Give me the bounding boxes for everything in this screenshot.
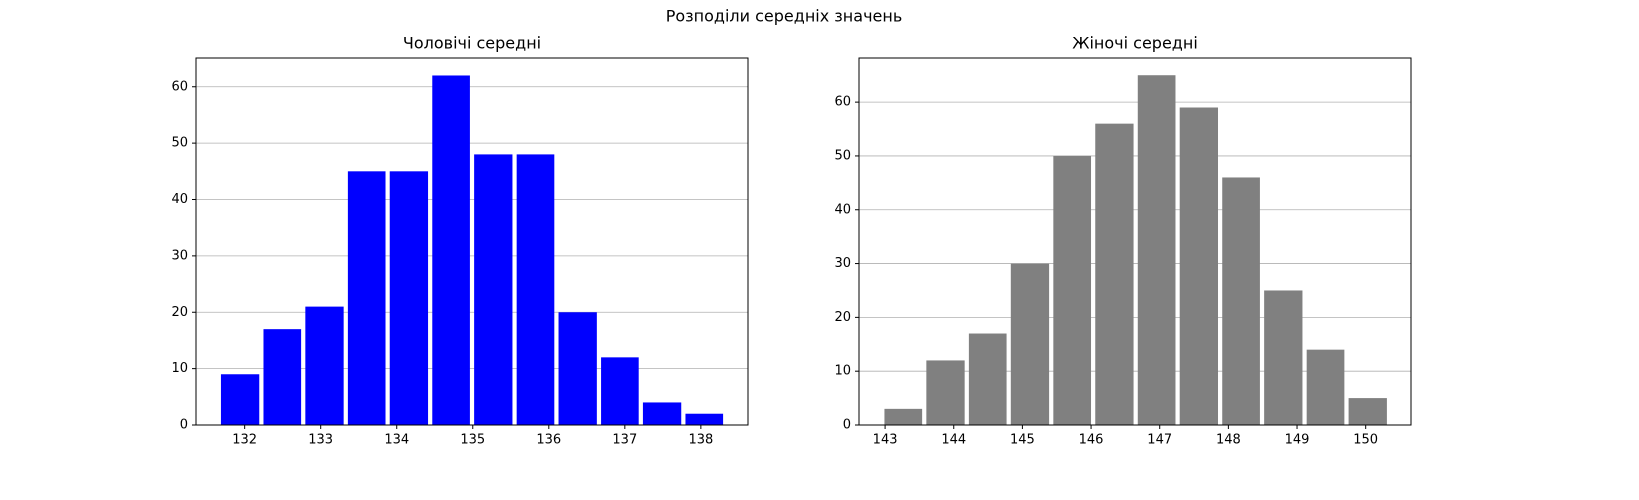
- bar: [884, 408, 923, 425]
- x-tick-label: 147: [1147, 433, 1172, 448]
- axes-frame: [858, 57, 1412, 426]
- axes-frame: [195, 57, 749, 426]
- x-tick-label: 145: [1010, 433, 1035, 448]
- x-tick-label: 135: [460, 433, 485, 448]
- x-tick-label: 133: [308, 433, 333, 448]
- chart-title: Чоловічі середні: [403, 34, 541, 53]
- x-tick-label: 136: [536, 433, 561, 448]
- bar: [601, 357, 639, 425]
- y-tick-label: 20: [171, 305, 188, 320]
- y-tick-label: 0: [843, 418, 851, 433]
- y-tick-label: 60: [171, 79, 188, 94]
- bar: [474, 154, 513, 425]
- y-tick-label: 0: [180, 418, 188, 433]
- bar: [1053, 155, 1092, 425]
- y-tick-label: 10: [834, 364, 851, 379]
- bar: [558, 312, 597, 425]
- bar: [1306, 349, 1345, 425]
- y-tick-label: 30: [171, 248, 188, 263]
- y-tick-label: 30: [834, 256, 851, 271]
- bar: [926, 360, 965, 425]
- bar: [1222, 177, 1260, 425]
- x-tick-label: 144: [941, 433, 966, 448]
- y-tick-label: 10: [171, 361, 188, 376]
- x-tick-label: 150: [1353, 433, 1378, 448]
- bar: [389, 171, 429, 425]
- x-tick-label: 148: [1216, 433, 1241, 448]
- y-tick-label: 20: [834, 310, 851, 325]
- x-tick-label: 143: [873, 433, 898, 448]
- bar: [432, 75, 470, 425]
- bar: [968, 333, 1007, 425]
- bar: [263, 329, 302, 425]
- y-tick-label: 60: [834, 95, 851, 110]
- chart-title: Жіночі середні: [1072, 34, 1198, 53]
- x-tick-label: 138: [688, 433, 713, 448]
- x-tick-label: 134: [384, 433, 409, 448]
- y-tick-label: 50: [834, 148, 851, 163]
- bar: [642, 402, 682, 425]
- bar: [1010, 263, 1050, 425]
- bar: [516, 154, 555, 425]
- bar: [305, 306, 344, 425]
- x-tick-label: 132: [232, 433, 257, 448]
- bar: [1264, 290, 1303, 425]
- y-tick-label: 40: [834, 202, 851, 217]
- x-tick-label: 137: [612, 433, 637, 448]
- figure-title: Розподіли середніх значень: [666, 7, 903, 26]
- x-tick-label: 149: [1285, 433, 1310, 448]
- y-tick-label: 50: [171, 136, 188, 151]
- bar: [685, 413, 724, 425]
- bar: [1137, 75, 1176, 425]
- bar: [347, 171, 386, 425]
- bar: [220, 374, 260, 425]
- bar: [1179, 107, 1219, 426]
- y-tick-label: 40: [171, 192, 188, 207]
- x-tick-label: 146: [1079, 433, 1104, 448]
- bar: [1095, 123, 1134, 425]
- bar: [1348, 398, 1387, 425]
